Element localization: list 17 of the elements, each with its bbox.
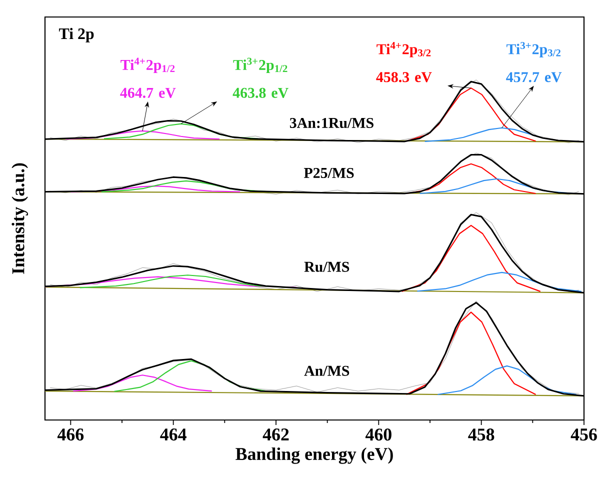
x-tick-label: 460 xyxy=(365,428,392,441)
y-axis-title: Intensity (a.u.) xyxy=(12,163,28,274)
x-tick-label: 456 xyxy=(570,428,597,441)
series-label: Ru/MS xyxy=(304,262,350,272)
x-tick-label: 462 xyxy=(262,428,289,441)
chart-title: Ti 2p xyxy=(59,28,94,42)
series-label: An/MS xyxy=(304,366,350,376)
x-tick-label: 458 xyxy=(468,428,494,441)
x-tick-label: 464 xyxy=(160,428,186,441)
text: Ti$^{4+}$2p$_{3/2}$ 458.3 eV xyxy=(376,42,432,82)
series-label: P25/MS xyxy=(304,168,354,178)
x-tick-label: 466 xyxy=(57,428,84,441)
x-axis-title: Banding energy (eV) xyxy=(236,447,393,464)
text: Ti$^{3+}$2p$_{1/2}$ 463.8 eV xyxy=(232,58,288,98)
text: Ti$^{4+}$2p$_{1/2}$ 464.7 eV xyxy=(120,58,176,98)
series-label: 3An:1Ru/MS xyxy=(290,118,374,128)
text: Ti$^{3+}$2p$_{3/2}$ 457.7 eV xyxy=(506,42,562,82)
